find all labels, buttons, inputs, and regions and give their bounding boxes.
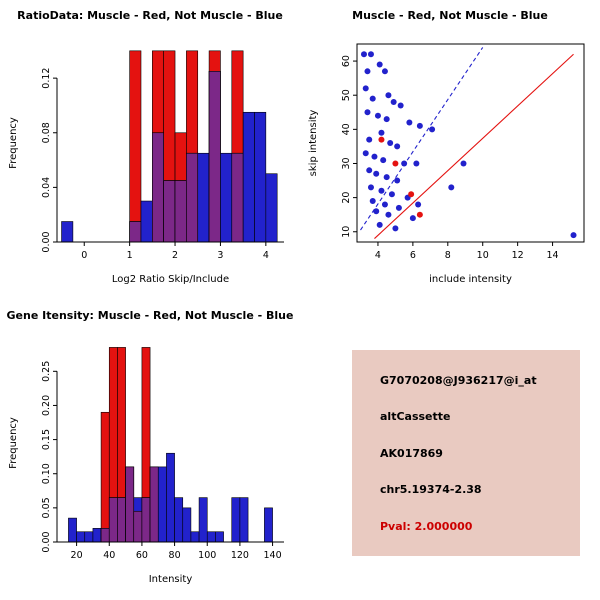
y-tick-label: 0.04 <box>41 177 52 198</box>
panel-ratio-histogram: RatioData: Muscle - Red, Not Muscle - Bl… <box>0 0 300 300</box>
x-tick-label: 6 <box>410 250 416 261</box>
y-tick-label: 10 <box>341 226 352 238</box>
y-axis-label: skip intensity <box>308 110 319 177</box>
x-tick-label: 0 <box>81 250 87 261</box>
x-axis-label: Log2 Ratio Skip/Include <box>112 274 229 285</box>
x-tick-label: 4 <box>375 250 381 261</box>
gene-intensity-title: Gene Itensity: Muscle - Red, Not Muscle … <box>6 309 294 322</box>
y-tick-label: 20 <box>341 192 352 204</box>
ratio-histogram-title: RatioData: Muscle - Red, Not Muscle - Bl… <box>17 9 283 22</box>
y-tick-label: 0.15 <box>41 429 52 450</box>
x-tick-label: 60 <box>136 550 148 561</box>
probe-id: G7070208@J936217@i_at <box>380 373 537 387</box>
x-tick-label: 1 <box>127 250 133 261</box>
y-tick-label: 30 <box>341 157 352 169</box>
intensity-scatter-chart: 4 6 8 10 12 14 include intensity 10 20 30 40 50 60 sk… <box>308 43 585 285</box>
x-tick-label: 40 <box>103 550 115 561</box>
x-tick-label: 100 <box>198 550 216 561</box>
x-axis: 0 1 2 3 4 Log2 Ratio Skip/Include <box>57 241 284 285</box>
gene-info-box: G7070208@J936217@i_at altCassette AK0178… <box>352 350 580 556</box>
fit-lines <box>360 47 574 239</box>
chromosome-location: chr5.19374-2.38 <box>380 483 482 496</box>
splice-event-type: altCassette <box>380 410 451 423</box>
histogram-bars <box>68 347 273 543</box>
y-tick-label: 0.25 <box>41 361 52 382</box>
ratio-histogram-chart: 0 1 2 3 4 Log2 Ratio Skip/Include 0.00 0.04 0.08… <box>8 50 284 285</box>
x-axis: 20 40 60 80 100 120 140 Intensity <box>57 541 284 585</box>
panel-intensity-scatter: Muscle - Red, Not Muscle - Blue 4 6 8 10 12 1… <box>300 0 600 300</box>
y-axis-label: Frequency <box>8 417 19 469</box>
x-axis-label: Intensity <box>149 574 193 585</box>
x-tick-label: 4 <box>263 250 269 261</box>
panel-gene-intensity-histogram: Gene Itensity: Muscle - Red, Not Muscle … <box>0 300 300 600</box>
accession-number: AK017869 <box>380 446 443 460</box>
x-tick-label: 140 <box>263 550 281 561</box>
x-tick-label: 2 <box>172 250 178 261</box>
gene-intensity-chart: 20 40 60 80 100 120 140Intensity0.000.050.100.… <box>8 347 284 585</box>
x-tick-label: 80 <box>169 550 181 561</box>
y-tick-label: 0.00 <box>41 531 52 552</box>
y-tick-label: 0.12 <box>41 68 52 89</box>
y-tick-label: 40 <box>341 123 352 135</box>
x-tick-label: 120 <box>231 550 249 561</box>
pval-label: Pval: 2.000000 <box>380 519 473 533</box>
scatter-points <box>360 51 577 239</box>
panel-gene-info: G7070208@J936217@i_at altCassette AK0178… <box>300 300 600 600</box>
y-tick-label: 0.05 <box>41 497 52 518</box>
y-axis: 0.00 0.05 0.10 0.15 0.20 0.25 Frequency <box>8 361 58 553</box>
y-axis-label: Frequency <box>8 117 19 169</box>
y-tick-label: 0.10 <box>41 463 52 484</box>
histogram-bars <box>61 50 278 243</box>
y-axis: 10 20 30 40 50 60 skip intensity <box>308 55 358 242</box>
x-tick-label: 3 <box>217 250 223 261</box>
intensity-scatter-title: Muscle - Red, Not Muscle - Blue <box>352 9 548 22</box>
x-axis-label: include intensity <box>429 274 512 285</box>
y-axis: 0.00 0.04 0.08 0.12 Frequency <box>8 68 58 253</box>
y-tick-label: 0.20 <box>41 395 52 416</box>
y-tick-label: 0.08 <box>41 122 52 143</box>
y-tick-label: 50 <box>341 89 352 101</box>
x-tick-label: 8 <box>445 250 451 261</box>
x-tick-label: 10 <box>477 250 489 261</box>
y-tick-label: 0.00 <box>41 231 52 252</box>
x-tick-label: 12 <box>512 250 524 261</box>
x-axis: 4 6 8 10 12 14 include intensity <box>357 241 584 285</box>
x-tick-label: 14 <box>547 250 559 261</box>
y-tick-label: 60 <box>341 55 352 67</box>
x-tick-label: 20 <box>71 550 83 561</box>
